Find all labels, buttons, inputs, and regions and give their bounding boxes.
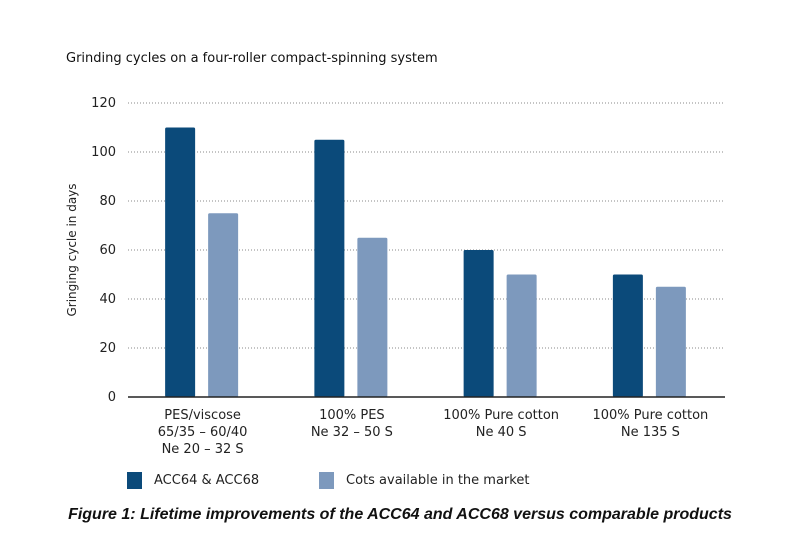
x-tick-label: 100% PES xyxy=(319,408,385,423)
bar xyxy=(612,274,643,397)
bar xyxy=(506,274,537,397)
x-tick-label: 65/35 – 60/40 xyxy=(158,425,248,440)
legend-label-acc64: ACC64 & ACC68 xyxy=(154,473,260,488)
x-tick-label: 100% Pure cotton xyxy=(592,408,708,423)
x-tick-label: Ne 32 – 50 S xyxy=(311,425,393,440)
bar xyxy=(165,127,196,397)
x-tick-label: Ne 135 S xyxy=(621,425,680,440)
y-tick-label: 60 xyxy=(99,243,116,258)
x-tick-label: Ne 40 S xyxy=(476,425,527,440)
x-tick-label: 100% Pure cotton xyxy=(443,408,559,423)
y-tick-label: 0 xyxy=(108,390,116,405)
x-tick-label: PES/viscose xyxy=(164,408,241,423)
y-tick-label: 120 xyxy=(91,96,116,111)
bar xyxy=(655,286,686,397)
y-tick-label: 40 xyxy=(99,292,116,307)
chart-title: Grinding cycles on a four-roller compact… xyxy=(66,51,438,66)
bar xyxy=(314,139,345,397)
figure-caption: Figure 1: Lifetime improvements of the A… xyxy=(68,506,732,523)
legend-label-market: Cots available in the market xyxy=(346,473,530,488)
x-tick-label: Ne 20 – 32 S xyxy=(162,442,244,457)
legend-item-market: Cots available in the market xyxy=(319,472,529,489)
bar xyxy=(357,237,388,397)
y-axis-label: Gringing cycle in days xyxy=(65,183,79,316)
y-tick-label: 80 xyxy=(99,194,116,209)
legend-swatch-market xyxy=(319,472,334,489)
y-tick-label: 100 xyxy=(91,145,116,160)
bar xyxy=(208,213,239,397)
y-tick-label: 20 xyxy=(99,341,116,356)
legend-swatch-acc64 xyxy=(127,472,142,489)
bar-chart: 0 20 40 60 80 100 120 PES/viscose 65/35 – 60/40 N… xyxy=(65,96,725,457)
legend-item-acc64: ACC64 & ACC68 xyxy=(127,472,259,489)
bar xyxy=(463,250,494,397)
